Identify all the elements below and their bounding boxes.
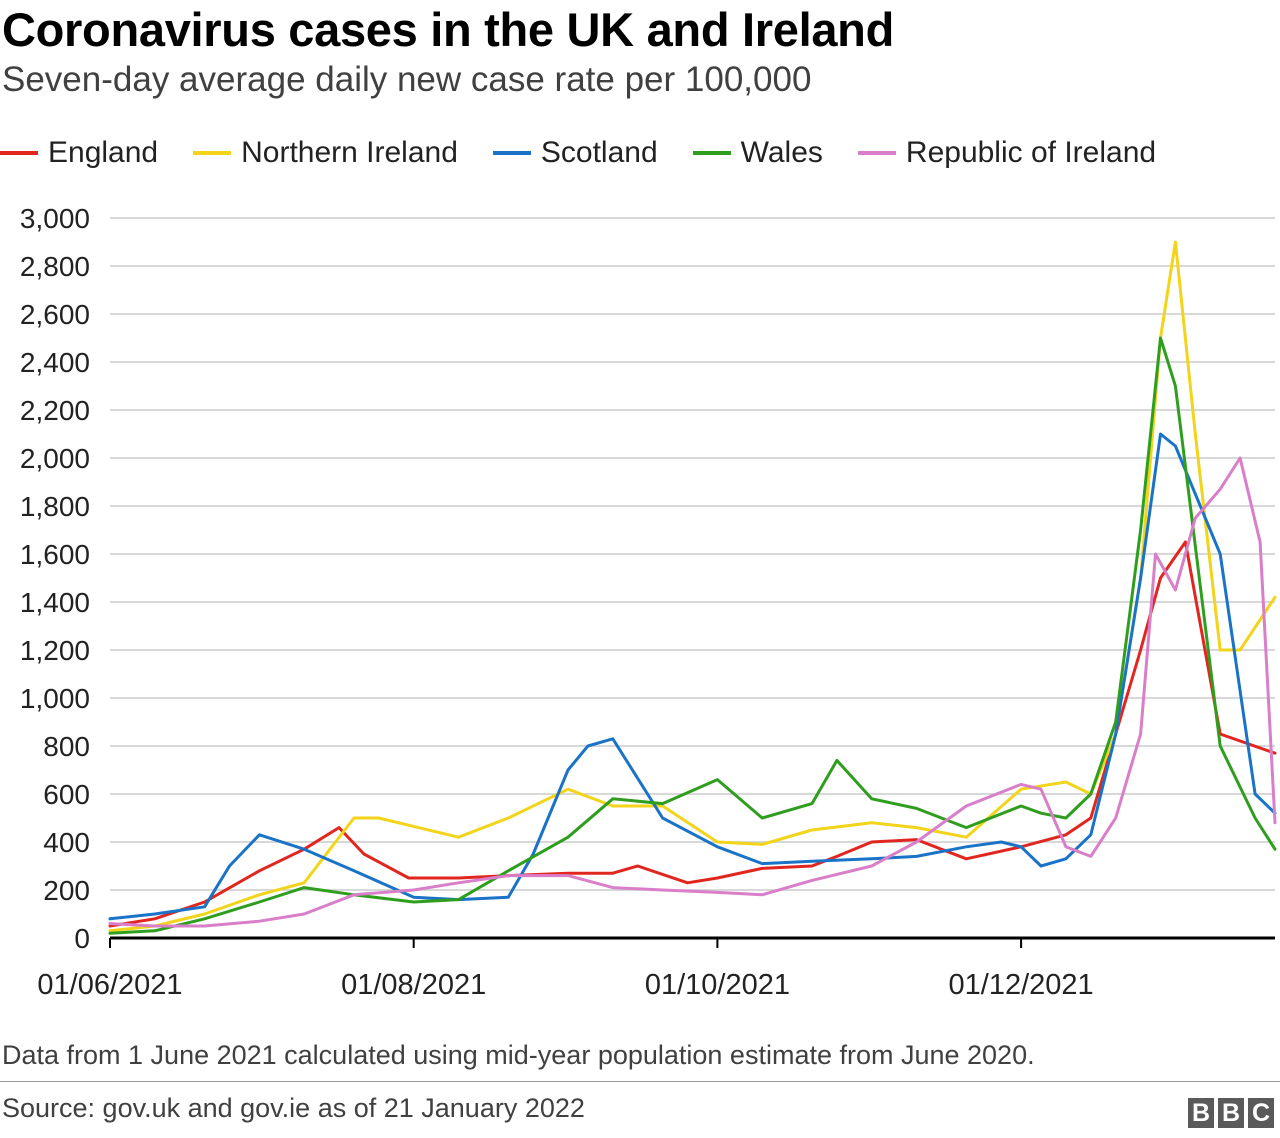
legend-item-republic-of-ireland: Republic of Ireland: [857, 136, 1157, 170]
y-tick-label: 3,000: [20, 203, 90, 234]
x-tick-label: 01/08/2021: [341, 969, 486, 1001]
legend-label-england: England: [48, 136, 159, 169]
x-tick-label: 01/10/2021: [645, 969, 790, 1001]
legend-item-wales: Wales: [692, 136, 823, 170]
chart-title: Coronavirus cases in the UK and Ireland: [2, 3, 894, 56]
legend-swatch-northern-ireland: [193, 151, 232, 155]
y-tick-label: 1,200: [20, 635, 90, 666]
legend-item-scotland: Scotland: [492, 136, 658, 170]
y-axis-tick-labels: 0 200 400 600 800 1,000 1,200 1,400 1,600 1,800 2,…: [20, 203, 90, 954]
chart-legend: England Northern Ireland Scotland Wales …: [0, 133, 1191, 173]
chart-source: Source: gov.uk and gov.ie as of 21 Janua…: [2, 1093, 585, 1123]
line-chart: 0 200 400 600 800 1,000 1,200 1,400 1,600 1,800 2,…: [20, 203, 1277, 1001]
y-tick-label: 2,000: [20, 443, 90, 474]
legend-item-england: England: [0, 136, 158, 170]
y-tick-label: 400: [43, 827, 90, 858]
bbc-logo-letter: C: [1248, 1098, 1274, 1128]
series-line-scotland: [108, 432, 1277, 921]
legend-swatch-england: [0, 151, 38, 155]
bbc-logo-letter: B: [1188, 1098, 1214, 1128]
x-axis-tick-labels: 01/06/2021 01/08/2021 01/10/2021 01/12/2021: [37, 938, 1094, 1001]
footer-divider: [0, 1081, 1280, 1082]
legend-item-northern-ireland: Northern Ireland: [193, 136, 458, 170]
y-tick-label: 0: [74, 923, 90, 954]
bbc-logo-letter: B: [1218, 1098, 1244, 1128]
y-tick-label: 800: [43, 731, 90, 762]
legend-label-wales: Wales: [740, 136, 823, 169]
y-tick-label: 1,800: [20, 491, 90, 522]
y-tick-label: 1,000: [20, 683, 90, 714]
legend-label-scotland: Scotland: [540, 136, 658, 169]
y-tick-label: 2,400: [20, 347, 90, 378]
x-tick-label: 01/12/2021: [949, 969, 1094, 1001]
series-line-republic-of-ireland: [108, 456, 1277, 928]
chart-footnote: Data from 1 June 2021 calculated using m…: [2, 1040, 1035, 1070]
x-tick-label: 01/06/2021: [37, 969, 182, 1001]
legend-swatch-scotland: [492, 151, 531, 155]
legend-swatch-wales: [692, 151, 731, 155]
y-tick-label: 600: [43, 779, 90, 810]
gridlines: [110, 217, 1275, 891]
y-tick-label: 1,600: [20, 539, 90, 570]
chart-subtitle: Seven-day average daily new case rate pe…: [2, 60, 812, 99]
y-tick-label: 2,600: [20, 299, 90, 330]
y-tick-label: 200: [43, 875, 90, 906]
series-line-wales: [108, 336, 1277, 935]
legend-label-northern-ireland: Northern Ireland: [241, 136, 458, 169]
data-series: [108, 240, 1277, 935]
legend-swatch-republic-of-ireland: [857, 151, 896, 155]
bbc-logo: B B C: [1188, 1098, 1274, 1128]
series-line-england: [108, 540, 1277, 928]
y-tick-label: 2,200: [20, 395, 90, 426]
series-line-northern-ireland: [108, 240, 1277, 933]
legend-label-republic-of-ireland: Republic of Ireland: [905, 136, 1157, 169]
y-tick-label: 2,800: [20, 251, 90, 282]
y-tick-label: 1,400: [20, 587, 90, 618]
